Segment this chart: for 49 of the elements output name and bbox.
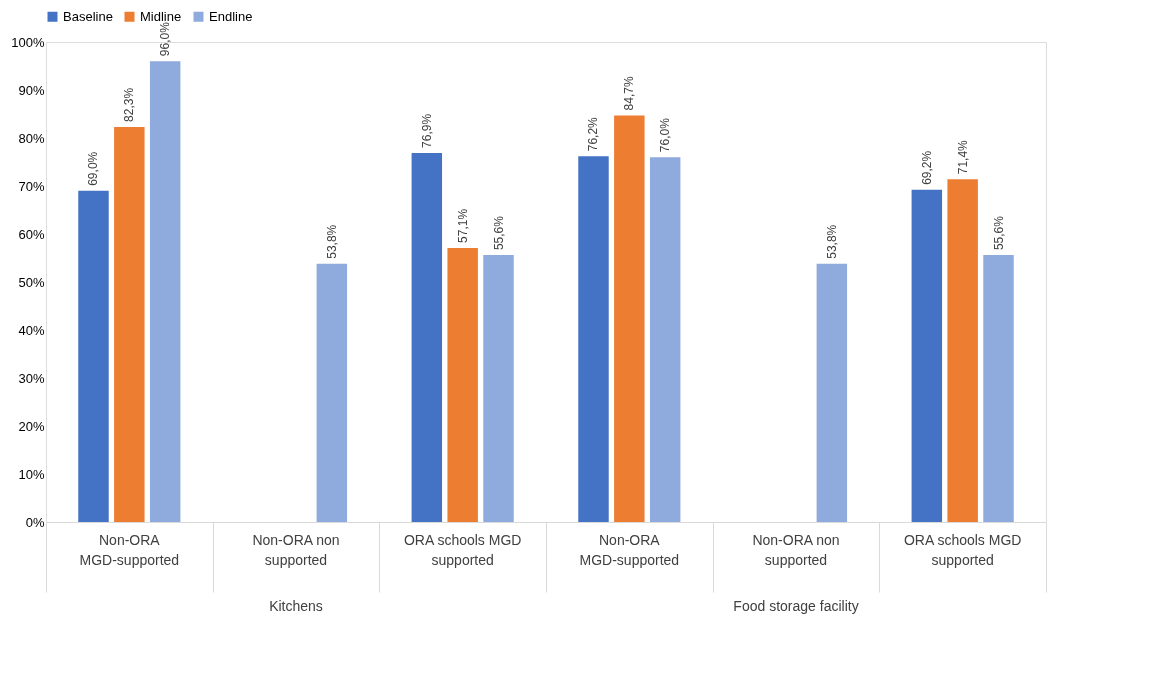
data-label: 53,8%: [324, 224, 339, 259]
y-tick-label: 50%: [18, 274, 45, 290]
x-tick-label: ORA schools MGD supported: [403, 532, 522, 568]
data-label: 96,0%: [158, 21, 173, 57]
bar: [316, 263, 348, 522]
x-tick-label: Non-ORA non supported: [752, 532, 840, 568]
bar: [149, 61, 181, 522]
bar: [578, 156, 609, 522]
x-tick-label: Non-ORA MGD-supported: [579, 532, 680, 568]
data-label: 55,6%: [491, 215, 506, 251]
legend-label: Endline: [209, 8, 253, 24]
data-label: 69,2%: [919, 150, 934, 185]
bar: [983, 255, 1014, 522]
x-tick-label: ORA schools MGD supported: [903, 532, 1022, 568]
bar: [411, 152, 443, 522]
y-tick-label: 20%: [18, 418, 45, 434]
y-tick-label: 60%: [18, 226, 45, 242]
text: Kitchens: [269, 598, 323, 614]
data-label: 69,0%: [86, 151, 101, 186]
bar: [447, 247, 478, 522]
y-tick-label: 10%: [18, 466, 45, 482]
data-label: 76,9%: [419, 113, 434, 148]
legend-label: Baseline: [63, 8, 113, 24]
x-tick-label: Non-ORA non supported: [252, 532, 340, 568]
y-tick-label: 0%: [25, 514, 45, 530]
y-tick-label: 40%: [18, 322, 45, 338]
bar: [911, 189, 943, 522]
data-label: 57,1%: [455, 208, 470, 243]
bar: [78, 190, 109, 522]
data-label: 71,4%: [955, 139, 970, 175]
bar: [649, 157, 681, 522]
bar: [114, 126, 145, 522]
y-tick-label: 100%: [11, 34, 45, 50]
x-tick-label: Non-ORA MGD-supported: [79, 532, 180, 568]
y-tick-label: 70%: [18, 178, 45, 194]
bar: [483, 255, 514, 522]
y-tick-label: 30%: [18, 370, 45, 386]
bar: [614, 115, 645, 522]
data-label: 55,6%: [991, 215, 1006, 251]
bar: [816, 263, 848, 522]
data-label: 84,7%: [622, 76, 637, 111]
data-label: 82,3%: [122, 87, 137, 122]
data-label: 76,2%: [586, 116, 601, 152]
data-label: 76,0%: [658, 117, 673, 153]
data-label: 53,8%: [824, 224, 839, 259]
text: Food storage facility: [733, 598, 859, 614]
y-tick-label: 90%: [18, 82, 45, 98]
bar: [947, 179, 978, 522]
y-tick-label: 80%: [18, 130, 45, 146]
